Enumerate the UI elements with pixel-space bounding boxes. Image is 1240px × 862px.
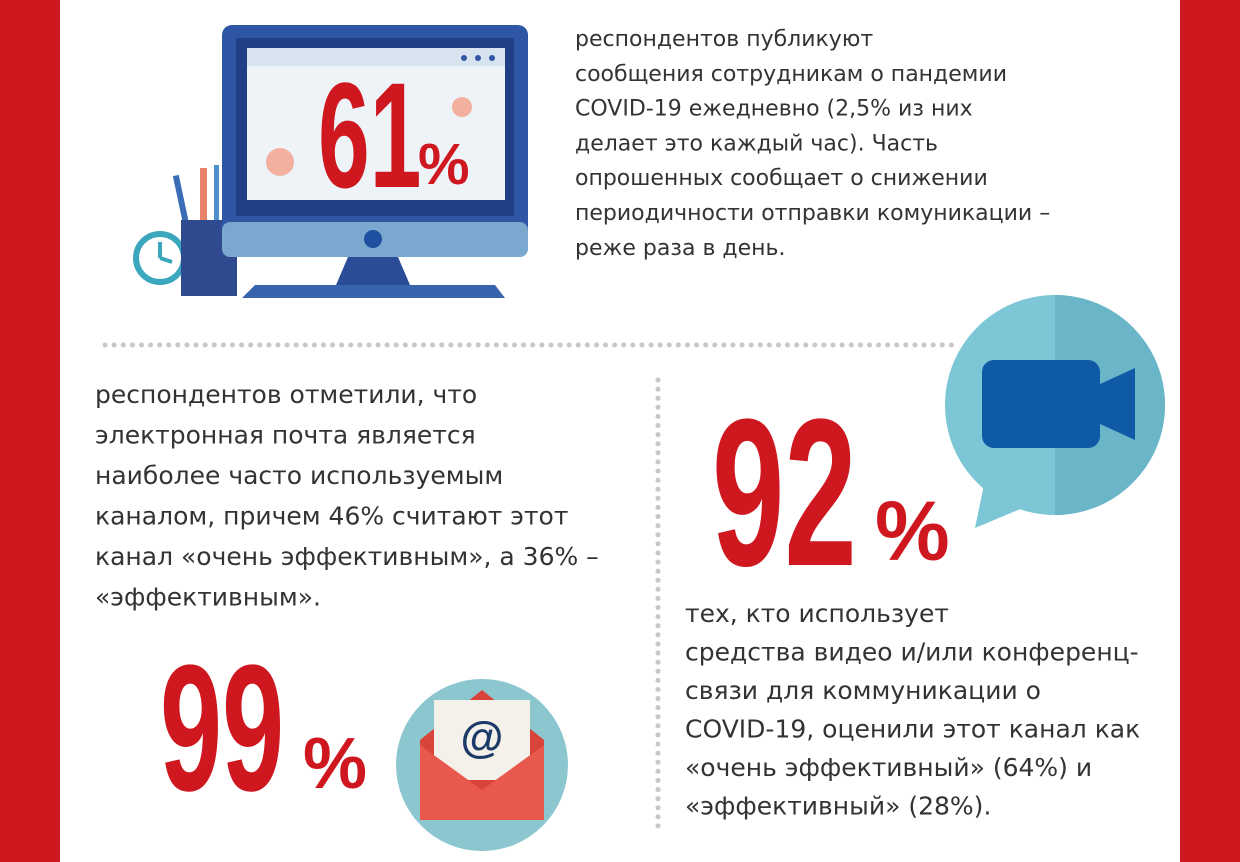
stat-unit: % bbox=[418, 132, 470, 197]
paragraph-line: связи для коммуникации о bbox=[685, 676, 1041, 705]
paragraph-line: сообщения сотрудникам о пандемии bbox=[575, 62, 1007, 87]
paragraph-line: средства видео и/или конференц- bbox=[685, 638, 1139, 667]
paragraph-line: «эффективный» (28%). bbox=[685, 792, 991, 821]
video-icon bbox=[945, 295, 1165, 528]
paragraph-line: «эффективным». bbox=[95, 583, 321, 612]
paragraph-line: делает это каждый час). Часть bbox=[575, 131, 938, 156]
stat-number: 61 bbox=[318, 52, 421, 219]
paragraph-line: наиболее часто используемым bbox=[95, 461, 503, 490]
paragraph-line: периодичности отправки комуникации – bbox=[575, 201, 1050, 226]
left-border bbox=[0, 0, 60, 862]
right-border bbox=[1180, 0, 1240, 862]
stat-unit: % bbox=[875, 484, 950, 578]
paragraph-line: COVID-19 ежедневно (2,5% из них bbox=[575, 97, 973, 122]
paragraph-line: респондентов публикуют bbox=[575, 27, 873, 52]
paragraph-line: респондентов отметили, что bbox=[95, 380, 477, 409]
paragraph-line: каналом, причем 46% считают этот bbox=[95, 502, 568, 531]
stat-number: 99 bbox=[160, 627, 284, 829]
svg-text:@: @ bbox=[461, 713, 504, 762]
paragraph-line: «очень эффективный» (64%) и bbox=[685, 753, 1092, 782]
stat-number: 92 bbox=[712, 376, 857, 610]
paragraph-line: тех, кто использует bbox=[685, 599, 949, 628]
stat-unit: % bbox=[303, 724, 367, 804]
paragraph-line: COVID-19, оценили этот канал как bbox=[685, 715, 1140, 744]
paragraph-line: реже раза в день. bbox=[575, 236, 786, 261]
email-icon: @ bbox=[396, 679, 568, 851]
monitor-icon bbox=[222, 25, 528, 298]
paragraph-line: канал «очень эффективным», а 36% – bbox=[95, 542, 599, 571]
paragraph-line: электронная почта является bbox=[95, 421, 476, 450]
paragraph-line: опрошенных сообщает о снижении bbox=[575, 166, 988, 191]
